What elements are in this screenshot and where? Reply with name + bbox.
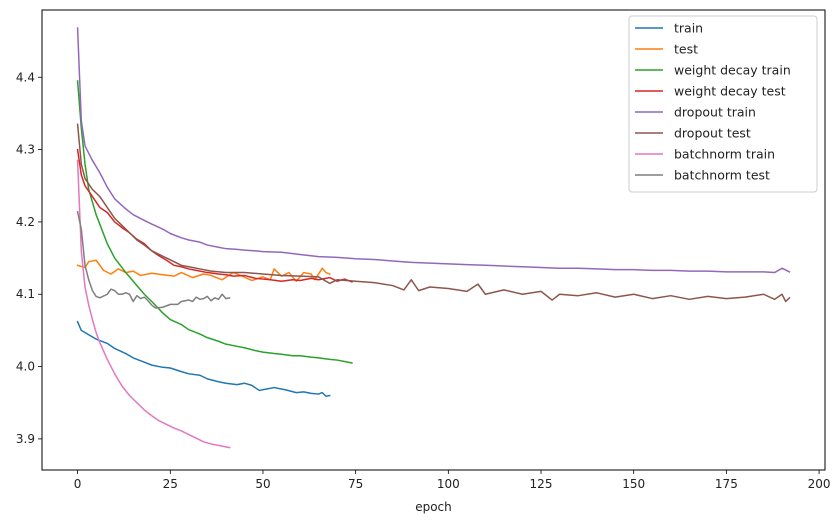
series-line-1 [76, 259, 331, 282]
x-tick-label-2: 50 [255, 477, 270, 491]
y-tick-label-2: 4.1 [16, 287, 35, 301]
legend-label-5: dropout test [674, 126, 751, 141]
x-tick-label-3: 75 [348, 477, 363, 491]
plot-lines [76, 27, 791, 449]
y-tick-label-3: 4.2 [16, 215, 35, 229]
x-tick-label-7: 175 [715, 477, 738, 491]
series-line-2 [76, 80, 353, 364]
legend-label-2: weight decay train [674, 63, 791, 78]
series-line-5 [76, 123, 791, 303]
x-tick-label-5: 125 [530, 477, 553, 491]
y-tick-label-0: 3.9 [16, 432, 35, 446]
series-line-6 [76, 159, 231, 449]
series-line-7 [76, 210, 231, 309]
legend-box [628, 15, 818, 193]
series-line-4 [76, 27, 791, 274]
series-line-0 [76, 320, 331, 397]
y-tick-label-5: 4.4 [16, 70, 35, 84]
y-tick-label-1: 4.0 [16, 360, 35, 374]
x-axis: 0 25 50 75 100 125 150 175 200 [74, 470, 831, 491]
legend-label-7: batchnorm test [674, 168, 770, 183]
legend-label-3: weight decay test [674, 84, 786, 99]
legend: train test weight decay train weight decay … [628, 15, 818, 193]
x-tick-label-4: 100 [437, 477, 460, 491]
x-tick-label-1: 25 [163, 477, 178, 491]
legend-label-4: dropout train [674, 105, 756, 120]
legend-label-1: test [674, 42, 698, 57]
y-axis: 3.9 4.0 4.1 4.2 4.3 4.4 [16, 70, 42, 446]
x-axis-label: epoch [415, 500, 452, 514]
x-tick-label-6: 150 [622, 477, 645, 491]
legend-label-6: batchnorm train [674, 147, 775, 162]
legend-label-0: train [674, 21, 703, 36]
y-tick-label-4: 4.3 [16, 143, 35, 157]
x-tick-label-8: 200 [808, 477, 831, 491]
plot-frame [41, 9, 826, 471]
series-line-3 [76, 148, 353, 283]
x-tick-label-0: 0 [74, 477, 82, 491]
